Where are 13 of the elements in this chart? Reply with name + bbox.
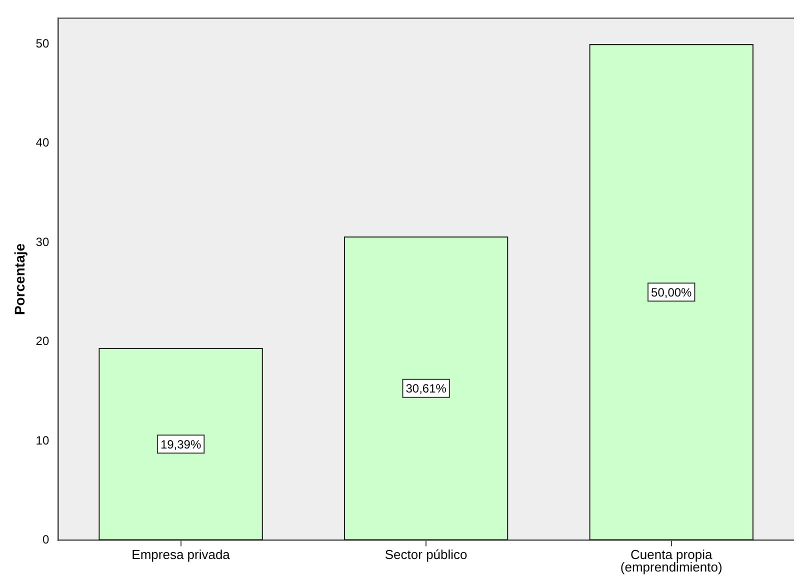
y-axis-title: Porcentaje <box>11 243 28 316</box>
x-tick-label: Empresa privada <box>132 547 231 562</box>
data-label: 30,61% <box>406 382 447 396</box>
x-tick-label: Sector público <box>384 547 468 562</box>
y-tick-label: 30 <box>36 234 50 249</box>
y-tick-label: 40 <box>36 136 50 150</box>
data-label: 50,00% <box>651 285 692 300</box>
data-label: 19,39% <box>160 437 202 452</box>
y-tick-label: 20 <box>36 334 50 348</box>
x-tick-label: Cuenta propia (emprendimiento) <box>620 547 722 574</box>
y-tick-label: 10 <box>36 433 50 448</box>
y-tick-label: 50 <box>36 36 50 50</box>
y-tick-label: 0 <box>42 532 50 547</box>
